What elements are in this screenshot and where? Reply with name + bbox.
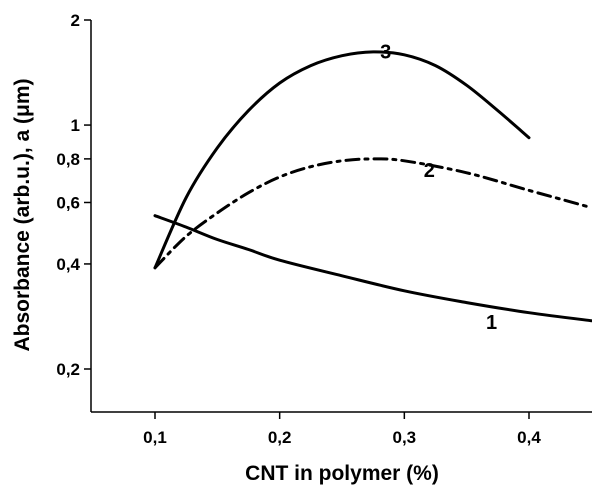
curve-labels: 1 2 3 [380,42,497,335]
curves [153,50,592,323]
x-tick-label: 0,3 [393,428,417,447]
y-axis-title: Absorbance (arb.u.), a (μm) [11,78,34,351]
y-tick-label: 1 [71,116,80,135]
x-axis-title: CNT in polymer (%) [245,462,439,485]
ticks: 0,1 0,2 0,3 0,4 0,2 0,4 0,6 0,8 1 2 [56,11,541,447]
curve-3-label: 3 [380,42,391,64]
y-tick-label: 0,8 [56,150,80,169]
x-tick-label: 0,4 [517,428,541,447]
x-tick-label: 0,1 [143,428,167,447]
y-tick-label: 0,4 [56,255,80,274]
y-tick-label: 0,2 [56,360,80,379]
y-tick-label: 0,6 [56,193,80,212]
curve-1-line [153,214,592,323]
curve-1-label: 1 [486,312,497,334]
x-tick-label: 0,2 [268,428,292,447]
curve-3-line [153,50,531,270]
curve-2-label: 2 [424,160,435,182]
curve-2-line [153,157,592,270]
y-tick-label: 2 [71,11,80,30]
